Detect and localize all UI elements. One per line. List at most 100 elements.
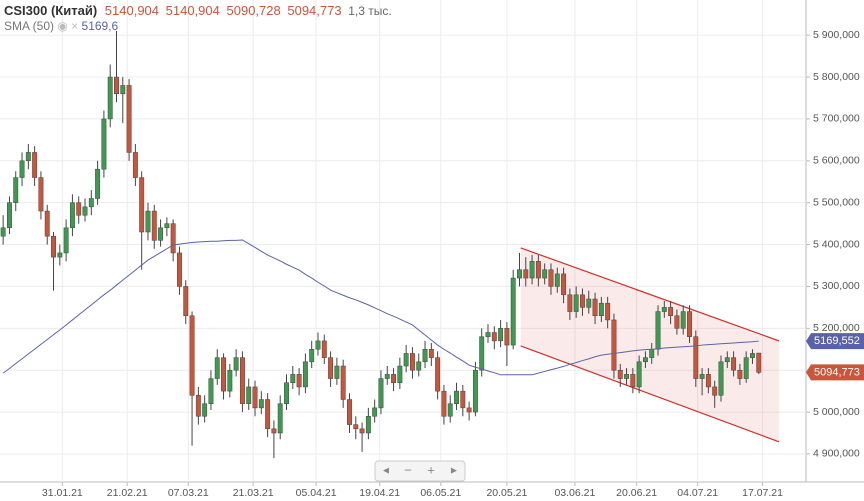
candle-body (529, 261, 535, 279)
sma-name: SMA (50) (4, 19, 55, 33)
candle-body (617, 369, 623, 379)
candle-body (328, 357, 334, 379)
x-tick-label: 20.05.21 (486, 487, 527, 499)
candle-body (460, 390, 466, 409)
candle-body (151, 210, 157, 241)
nav-left[interactable]: ◄ (381, 466, 391, 477)
candle-body (535, 261, 541, 279)
candle-body (25, 152, 31, 162)
candle-body (756, 352, 762, 373)
x-tick-label: 06.05.21 (420, 487, 461, 499)
nav-bar (374, 460, 466, 482)
candle-body (737, 369, 743, 379)
candle-body (95, 168, 101, 199)
candle-body (227, 369, 233, 392)
x-tick-label: 19.04.21 (359, 487, 400, 499)
candle-body (674, 315, 680, 329)
candle-body (567, 294, 573, 312)
price-box-label: 5094,773 (814, 366, 860, 378)
candle-body (416, 361, 422, 371)
candle-body (51, 235, 56, 258)
candle-body (472, 369, 478, 413)
candle-body (561, 273, 567, 296)
x-tick-label: 21.03.21 (233, 487, 274, 499)
candle-body (340, 365, 346, 400)
candle-body (164, 223, 170, 229)
candle-body (0, 227, 6, 237)
candle-body (705, 374, 711, 388)
candle-body (498, 328, 504, 342)
candle-body (265, 399, 271, 430)
candle-body (573, 294, 579, 312)
candle-body (441, 390, 447, 417)
candle-body (132, 152, 138, 178)
y-tick-label: 4 900,000 (813, 448, 860, 460)
candle-body (391, 374, 397, 384)
candle-body (233, 357, 239, 371)
candle-body (139, 177, 145, 233)
candle-body (384, 374, 390, 379)
candle-body (592, 298, 598, 316)
candle-body (189, 315, 195, 396)
candle-body (372, 407, 378, 417)
candle-body (491, 332, 497, 342)
candle-body (485, 332, 491, 337)
candle-body (195, 395, 201, 417)
candle-body (82, 206, 88, 216)
candle-body (605, 302, 611, 321)
candle-body (277, 403, 283, 434)
candle-body (699, 374, 705, 379)
y-tick-label: 5 800,000 (813, 71, 860, 83)
candle-body (334, 365, 340, 379)
sma-icons[interactable]: ◉ × (57, 19, 79, 33)
channel-lower (520, 345, 780, 443)
y-tick-label: 5 200,000 (813, 322, 860, 334)
candle-body (76, 202, 82, 216)
candle-body (428, 349, 434, 358)
y-tick-label: 5 400,000 (813, 238, 860, 250)
candle-body (403, 353, 409, 367)
price-box (806, 364, 864, 381)
price-box-label: 5169,552 (814, 335, 860, 347)
candle-body (183, 286, 189, 316)
candle-body (750, 353, 755, 358)
x-tick-label: 04.07.21 (677, 487, 718, 499)
candle-body (120, 85, 126, 95)
candle-body (13, 177, 19, 203)
legend-header: CSI300 (Китай) 5140,904 5140,904 5090,72… (4, 3, 392, 34)
candle-body (397, 365, 403, 384)
candle-body (290, 374, 296, 384)
candle-body (44, 210, 50, 237)
candle-body (170, 223, 176, 254)
nav-right[interactable]: ► (449, 466, 459, 477)
candle-body (38, 177, 44, 212)
x-tick-label: 21.02.21 (107, 487, 148, 499)
candle-body (57, 252, 63, 258)
x-tick-label: 05.04.21 (296, 487, 337, 499)
candle-body (315, 340, 321, 350)
nav-zoom-in[interactable]: + (427, 462, 435, 477)
candle-body (668, 307, 674, 316)
nav-zoom-out[interactable]: − (404, 462, 412, 477)
candle-body (542, 269, 548, 279)
candle-body (611, 319, 617, 371)
candle-body (630, 374, 636, 388)
candle-body (598, 302, 604, 316)
candle-body (347, 399, 352, 425)
candle-body (88, 198, 94, 208)
candle-body (69, 202, 75, 229)
y-tick-label: 5 500,000 (813, 196, 860, 208)
x-tick-label: 07.03.21 (168, 487, 209, 499)
candle-body (731, 357, 737, 371)
candle-body (284, 382, 289, 404)
candle-body (365, 416, 371, 434)
candle-body (114, 76, 119, 95)
candle-body (302, 361, 308, 388)
y-tick-label: 5 700,000 (813, 113, 860, 125)
header-line2: SMA (50) ◉ × 5169,6 (4, 19, 392, 34)
channel-upper (520, 247, 780, 342)
candle-body (246, 386, 252, 404)
